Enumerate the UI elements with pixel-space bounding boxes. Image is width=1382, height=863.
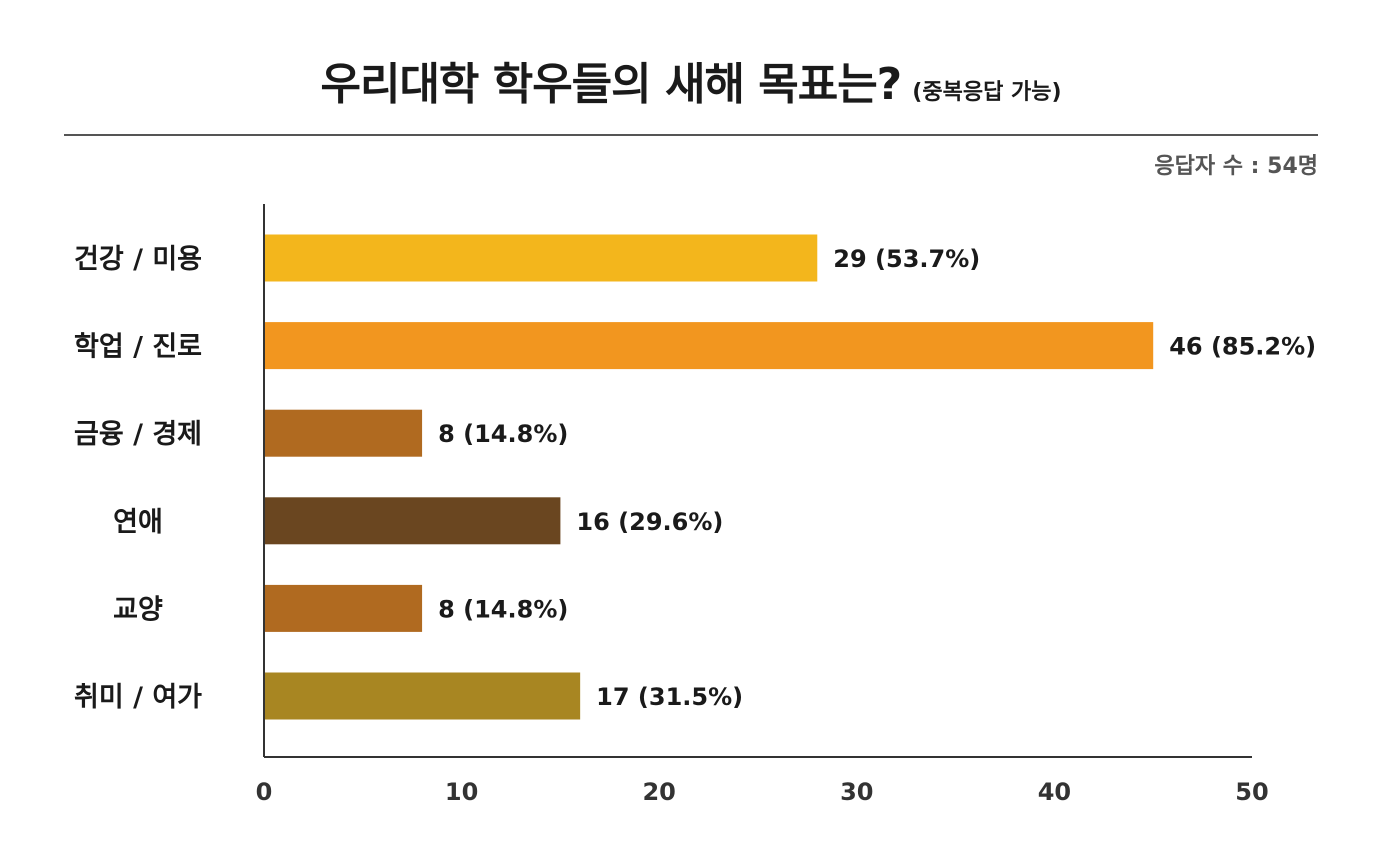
category-label: 건강 / 미용 bbox=[74, 244, 202, 275]
data-label: 8 (14.8%) bbox=[438, 420, 568, 448]
chart-subtitle: (중복응답 가능) bbox=[912, 80, 1062, 105]
title-divider bbox=[64, 134, 1318, 136]
x-tick-label: 20 bbox=[642, 778, 675, 806]
chart-title: 우리대학 학우들의 새해 목표는? bbox=[320, 59, 902, 110]
x-tick-label: 40 bbox=[1038, 778, 1071, 806]
bar bbox=[265, 584, 423, 632]
data-label: 16 (29.6%) bbox=[576, 508, 723, 536]
respondent-count: 응답자 수 : 54명 bbox=[1154, 154, 1318, 179]
data-label: 8 (14.8%) bbox=[438, 595, 568, 623]
bar bbox=[265, 322, 1154, 370]
x-tick-label: 0 bbox=[256, 778, 273, 806]
chart-title-wrap: 우리대학 학우들의 새해 목표는? (중복응답 가능) bbox=[0, 48, 1382, 112]
bar bbox=[265, 497, 561, 545]
category-label: 취미 / 여가 bbox=[74, 682, 202, 713]
x-tick-label: 10 bbox=[445, 778, 478, 806]
bar bbox=[265, 409, 423, 457]
x-tick-label: 50 bbox=[1235, 778, 1268, 806]
data-label: 46 (85.2%) bbox=[1169, 333, 1316, 361]
category-label: 학업 / 진로 bbox=[74, 332, 202, 363]
category-label: 연애 bbox=[113, 507, 163, 538]
data-label: 29 (53.7%) bbox=[833, 245, 980, 273]
x-tick-label: 30 bbox=[840, 778, 873, 806]
data-label: 17 (31.5%) bbox=[596, 683, 743, 711]
category-label: 교양 bbox=[113, 594, 163, 625]
bar bbox=[265, 234, 818, 282]
bar bbox=[265, 672, 581, 720]
category-label: 금융 / 경제 bbox=[74, 419, 202, 450]
